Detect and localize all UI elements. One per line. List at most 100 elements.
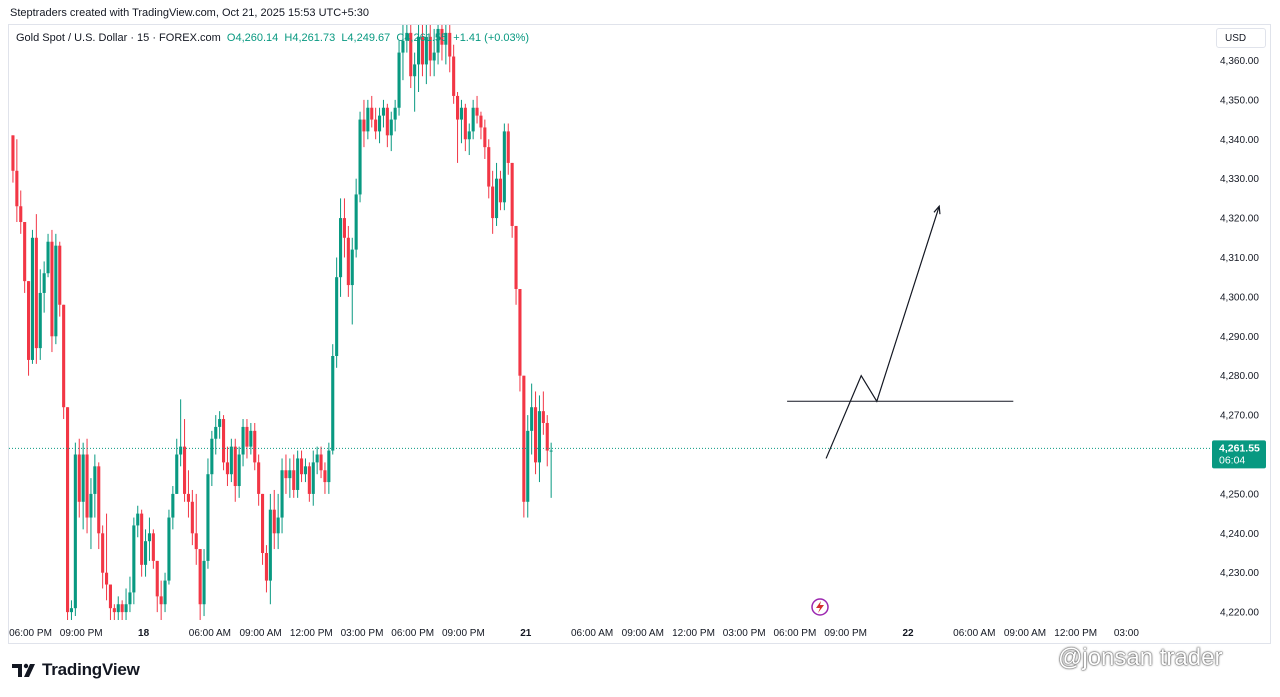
tradingview-brand: TradingView	[42, 660, 140, 679]
y-tick-label: 4,340.00	[1220, 135, 1259, 146]
candle-body	[506, 131, 510, 163]
candle-body	[514, 225, 518, 290]
candle-body	[405, 32, 409, 41]
candle-body	[483, 127, 487, 148]
y-tick-label: 4,310.00	[1220, 253, 1259, 264]
candle-body	[194, 533, 198, 550]
candle-body	[456, 95, 460, 120]
candle-body	[34, 237, 38, 349]
candle-body	[50, 241, 54, 337]
candle-body	[206, 474, 210, 561]
candle-body	[385, 107, 389, 136]
candle-body	[144, 541, 148, 565]
candle-body	[124, 604, 128, 613]
arrowhead-icon	[933, 204, 941, 215]
candle-body	[257, 462, 261, 494]
last-price-box	[1212, 440, 1266, 469]
candle-body	[249, 430, 253, 447]
candle-body	[42, 273, 46, 293]
candle-body	[323, 470, 327, 483]
x-tick-label: 06:00 PM	[391, 628, 434, 639]
candle-body	[315, 454, 319, 463]
candle-body	[459, 107, 463, 120]
candle-body	[475, 107, 479, 116]
candle-body	[378, 115, 382, 132]
candle-body	[335, 277, 339, 356]
x-tick-label: 09:00 PM	[60, 628, 103, 639]
chart-attribution: Steptraders created with TradingView.com…	[10, 7, 370, 19]
candle-body	[491, 186, 495, 219]
projection-arrow-path	[825, 206, 940, 459]
candle-body	[105, 572, 109, 585]
candle-body	[389, 119, 393, 136]
candle-body	[303, 466, 307, 475]
candle-body	[101, 533, 105, 573]
x-tick-label: 09:00 AM	[1004, 628, 1046, 639]
x-tick-label: 18	[138, 628, 150, 639]
candle-body	[190, 501, 194, 534]
candle-body	[237, 454, 241, 487]
candle-body	[432, 52, 436, 61]
candle-body	[374, 119, 378, 132]
candle-body	[147, 533, 151, 542]
candle-body	[54, 245, 58, 337]
candle-body	[120, 604, 124, 613]
candle-body	[116, 604, 120, 613]
candle-body	[15, 170, 19, 207]
candle-body	[19, 206, 23, 223]
candle-body	[393, 107, 397, 120]
candle-body	[97, 466, 101, 534]
candle-body	[261, 493, 265, 554]
candle-body	[350, 249, 354, 286]
candle-body	[545, 422, 549, 451]
candle-body	[280, 470, 284, 518]
candle-body	[159, 596, 163, 605]
candle-body	[444, 32, 448, 45]
x-tick-label: 06:00 AM	[189, 628, 231, 639]
candle-body	[136, 513, 140, 526]
candle-body	[241, 426, 245, 455]
candle-body	[69, 608, 73, 613]
candle-body	[175, 454, 179, 494]
x-tick-label: 22	[902, 628, 914, 639]
candle-body	[198, 549, 202, 605]
candle-body	[151, 533, 155, 561]
candle-body	[62, 304, 66, 408]
candle-body	[549, 450, 553, 452]
candle-body	[362, 119, 366, 132]
x-tick-label: 12:00 PM	[290, 628, 333, 639]
candle-body	[284, 470, 288, 479]
x-tick-label: 21	[520, 628, 532, 639]
candle-body	[417, 36, 421, 65]
candle-body	[112, 608, 116, 613]
candle-body	[358, 119, 362, 195]
y-tick-label: 4,280.00	[1220, 371, 1259, 382]
candle-body	[498, 178, 502, 203]
x-tick-label: 06:00 PM	[9, 628, 52, 639]
candle-body	[413, 64, 417, 77]
candle-body	[58, 245, 62, 305]
candle-body	[518, 289, 522, 376]
candle-body	[214, 426, 218, 439]
candle-body	[463, 107, 467, 140]
candle-body	[264, 553, 268, 581]
candle-body	[23, 222, 27, 282]
candle-body	[229, 446, 233, 475]
candle-body	[522, 375, 526, 502]
candle-body	[440, 28, 444, 45]
y-tick-label: 4,290.00	[1220, 332, 1259, 343]
candle-body	[339, 218, 343, 278]
y-tick-label: 4,250.00	[1220, 489, 1259, 500]
currency-button[interactable]: USD	[1216, 28, 1266, 48]
candle-body	[132, 525, 136, 593]
y-tick-label: 4,350.00	[1220, 95, 1259, 106]
candle-body	[495, 178, 499, 219]
candle-body	[370, 107, 374, 120]
candle-body	[268, 509, 272, 581]
candle-body	[354, 194, 358, 250]
candle-body	[479, 115, 483, 128]
symbol-label[interactable]: Gold Spot / U.S. Dollar · 15 · FOREX.com	[16, 32, 221, 44]
candle-body	[73, 454, 77, 609]
